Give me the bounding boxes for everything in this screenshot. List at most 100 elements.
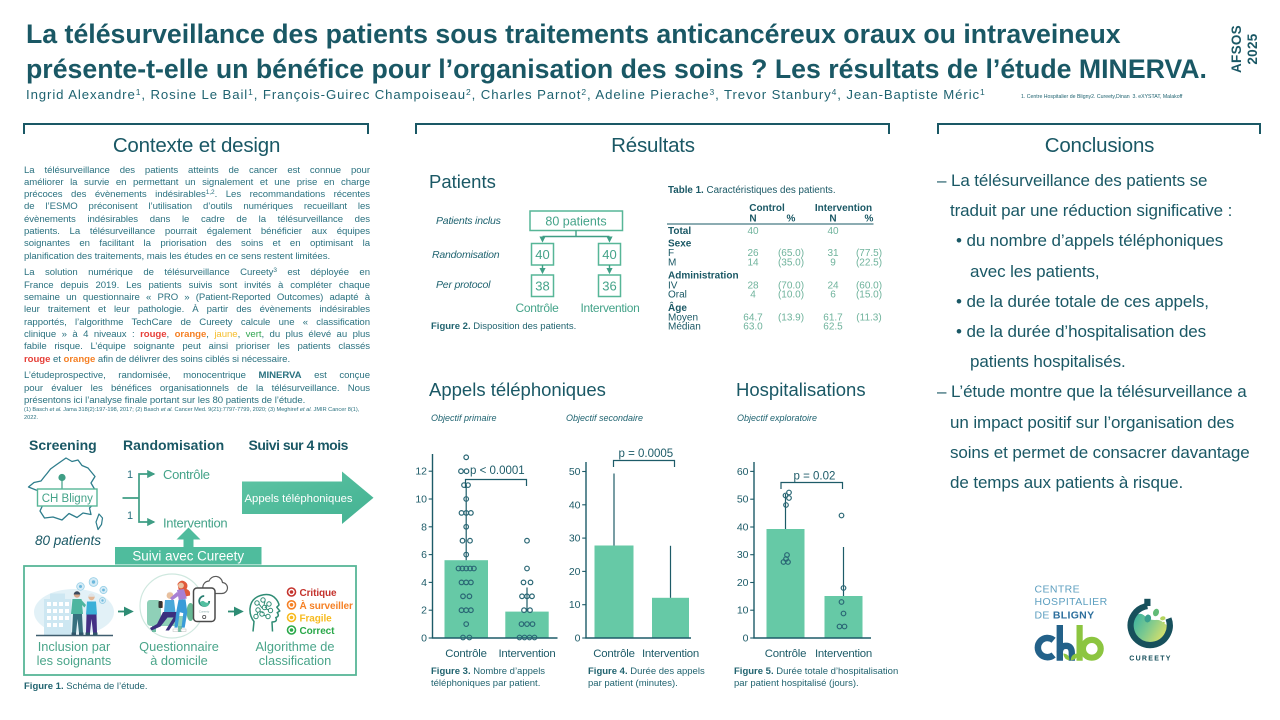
- svg-text:Suivi avec Cureety: Suivi avec Cureety: [132, 549, 244, 564]
- svg-text:8: 8: [421, 521, 427, 533]
- svg-text:Appels téléphoniques: Appels téléphoniques: [429, 379, 606, 400]
- svg-text:HOSPITALIER: HOSPITALIER: [1035, 596, 1108, 608]
- svg-text:50: 50: [737, 494, 749, 506]
- svg-text:40: 40: [569, 499, 581, 511]
- svg-text:(35.0): (35.0): [778, 257, 804, 268]
- svg-text:Table 1. Caractéristiques des: Table 1. Caractéristiques des patients.: [668, 185, 836, 196]
- svg-text:Intervention: Intervention: [580, 301, 639, 315]
- svg-text:10: 10: [737, 605, 749, 617]
- svg-text:Figure 4. Durée des appels: Figure 4. Durée des appels: [588, 666, 705, 677]
- svg-text:0: 0: [743, 633, 749, 645]
- svg-text:36: 36: [602, 279, 616, 294]
- svg-text:(65.0): (65.0): [778, 248, 804, 259]
- svg-text:À surveiller: À surveiller: [300, 599, 353, 612]
- svg-text:(77.5): (77.5): [856, 248, 882, 259]
- svg-text:Screening: Screening: [29, 437, 97, 453]
- svg-text:30: 30: [569, 533, 581, 545]
- svg-text:CH Bligny: CH Bligny: [42, 493, 93, 505]
- svg-text:Critique: Critique: [300, 588, 338, 599]
- svg-text:62.5: 62.5: [823, 322, 843, 333]
- svg-text:Hospitalisations: Hospitalisations: [736, 379, 866, 400]
- svg-text:p = 0.0005: p = 0.0005: [619, 448, 674, 460]
- svg-text:4: 4: [421, 577, 427, 589]
- svg-text:20: 20: [569, 566, 581, 578]
- svg-text:40: 40: [535, 247, 549, 262]
- svg-text:Médian: Médian: [668, 322, 701, 333]
- svg-text:Cureety: Cureety: [199, 610, 210, 614]
- svg-text:Figure 5. Durée totale d’hospi: Figure 5. Durée totale d’hospitalisation: [734, 666, 898, 677]
- svg-text:1: 1: [127, 469, 133, 481]
- svg-text:14: 14: [747, 257, 759, 268]
- svg-text:par patient (minutes).: par patient (minutes).: [588, 678, 678, 689]
- svg-text:Âge: Âge: [668, 301, 687, 314]
- svg-text:téléphoniques par patient.: téléphoniques par patient.: [431, 678, 540, 689]
- svg-text:Objectif primaire: Objectif primaire: [431, 413, 497, 423]
- svg-text:Intervention: Intervention: [642, 648, 699, 660]
- svg-text:40: 40: [747, 226, 759, 237]
- svg-text:Randomisation: Randomisation: [123, 437, 224, 453]
- svg-text:IV: IV: [668, 280, 678, 291]
- svg-text:Suivi sur 4 mois: Suivi sur 4 mois: [249, 437, 349, 453]
- svg-text:4: 4: [750, 290, 756, 301]
- svg-text:(13.9): (13.9): [778, 312, 804, 323]
- svg-text:0: 0: [575, 633, 581, 645]
- svg-text:Intervention: Intervention: [163, 516, 227, 531]
- svg-text:Questionnaire: Questionnaire: [139, 639, 219, 654]
- svg-text:Contrôle: Contrôle: [163, 467, 210, 482]
- svg-text:40: 40: [827, 226, 839, 237]
- svg-text:Algorithme de: Algorithme de: [256, 639, 335, 654]
- svg-text:Contrôle: Contrôle: [445, 648, 486, 660]
- svg-text:40: 40: [602, 247, 616, 262]
- svg-text:80 patients: 80 patients: [545, 215, 606, 229]
- svg-text:Fragile: Fragile: [300, 614, 333, 625]
- svg-text:les soignants: les soignants: [37, 653, 112, 668]
- svg-text:Contrôle: Contrôle: [593, 648, 634, 660]
- svg-text:Objectif exploratoire: Objectif exploratoire: [737, 413, 817, 423]
- svg-text:classification: classification: [259, 653, 332, 668]
- svg-text:20: 20: [737, 577, 749, 589]
- svg-text:Objectif secondaire: Objectif secondaire: [566, 413, 643, 423]
- svg-text:à domicile: à domicile: [150, 653, 208, 668]
- svg-text:Per protocol: Per protocol: [436, 279, 491, 291]
- svg-text:Contrôle: Contrôle: [516, 301, 560, 315]
- svg-text:24: 24: [827, 280, 839, 291]
- svg-text:28: 28: [747, 280, 759, 291]
- svg-text:10: 10: [415, 494, 427, 506]
- svg-text:Intervention: Intervention: [498, 648, 555, 660]
- svg-text:31: 31: [827, 248, 839, 259]
- svg-text:p = 0.02: p = 0.02: [794, 471, 836, 483]
- svg-text:80 patients: 80 patients: [35, 533, 101, 548]
- svg-text:Figure 2. Disposition des pati: Figure 2. Disposition des patients.: [431, 321, 576, 332]
- svg-text:Patients: Patients: [429, 171, 496, 192]
- svg-text:CUREETY: CUREETY: [1129, 656, 1172, 663]
- svg-text:%: %: [865, 214, 874, 225]
- svg-text:CENTRE: CENTRE: [1035, 584, 1081, 596]
- svg-text:38: 38: [535, 279, 549, 294]
- svg-text:Contrôle: Contrôle: [765, 648, 806, 660]
- svg-text:Intervention: Intervention: [815, 203, 872, 214]
- svg-text:(22.5): (22.5): [856, 257, 882, 268]
- svg-text:6: 6: [830, 290, 836, 301]
- svg-text:DE BLIGNY: DE BLIGNY: [1035, 610, 1095, 622]
- svg-text:0: 0: [421, 633, 427, 645]
- svg-text:Figure 3. Nombre d’appels: Figure 3. Nombre d’appels: [431, 666, 545, 677]
- svg-text:50: 50: [569, 466, 581, 478]
- svg-text:Appels téléphoniques: Appels téléphoniques: [245, 493, 353, 505]
- svg-text:(60.0): (60.0): [856, 280, 882, 291]
- svg-text:(10.0): (10.0): [778, 290, 804, 301]
- svg-text:Total: Total: [668, 226, 691, 237]
- svg-text:61.7: 61.7: [823, 312, 843, 323]
- svg-text:1: 1: [127, 510, 133, 522]
- svg-text:Correct: Correct: [300, 626, 336, 637]
- svg-text:%: %: [787, 214, 796, 225]
- svg-text:63.0: 63.0: [743, 322, 763, 333]
- svg-text:26: 26: [747, 248, 759, 259]
- svg-text:F: F: [668, 248, 674, 259]
- svg-text:64.7: 64.7: [743, 312, 763, 323]
- svg-text:N: N: [829, 214, 836, 225]
- svg-text:(15.0): (15.0): [856, 290, 882, 301]
- svg-text:2: 2: [421, 605, 427, 617]
- svg-text:9: 9: [830, 257, 836, 268]
- svg-text:Administration: Administration: [668, 271, 739, 282]
- svg-text:p < 0.0001: p < 0.0001: [470, 465, 525, 477]
